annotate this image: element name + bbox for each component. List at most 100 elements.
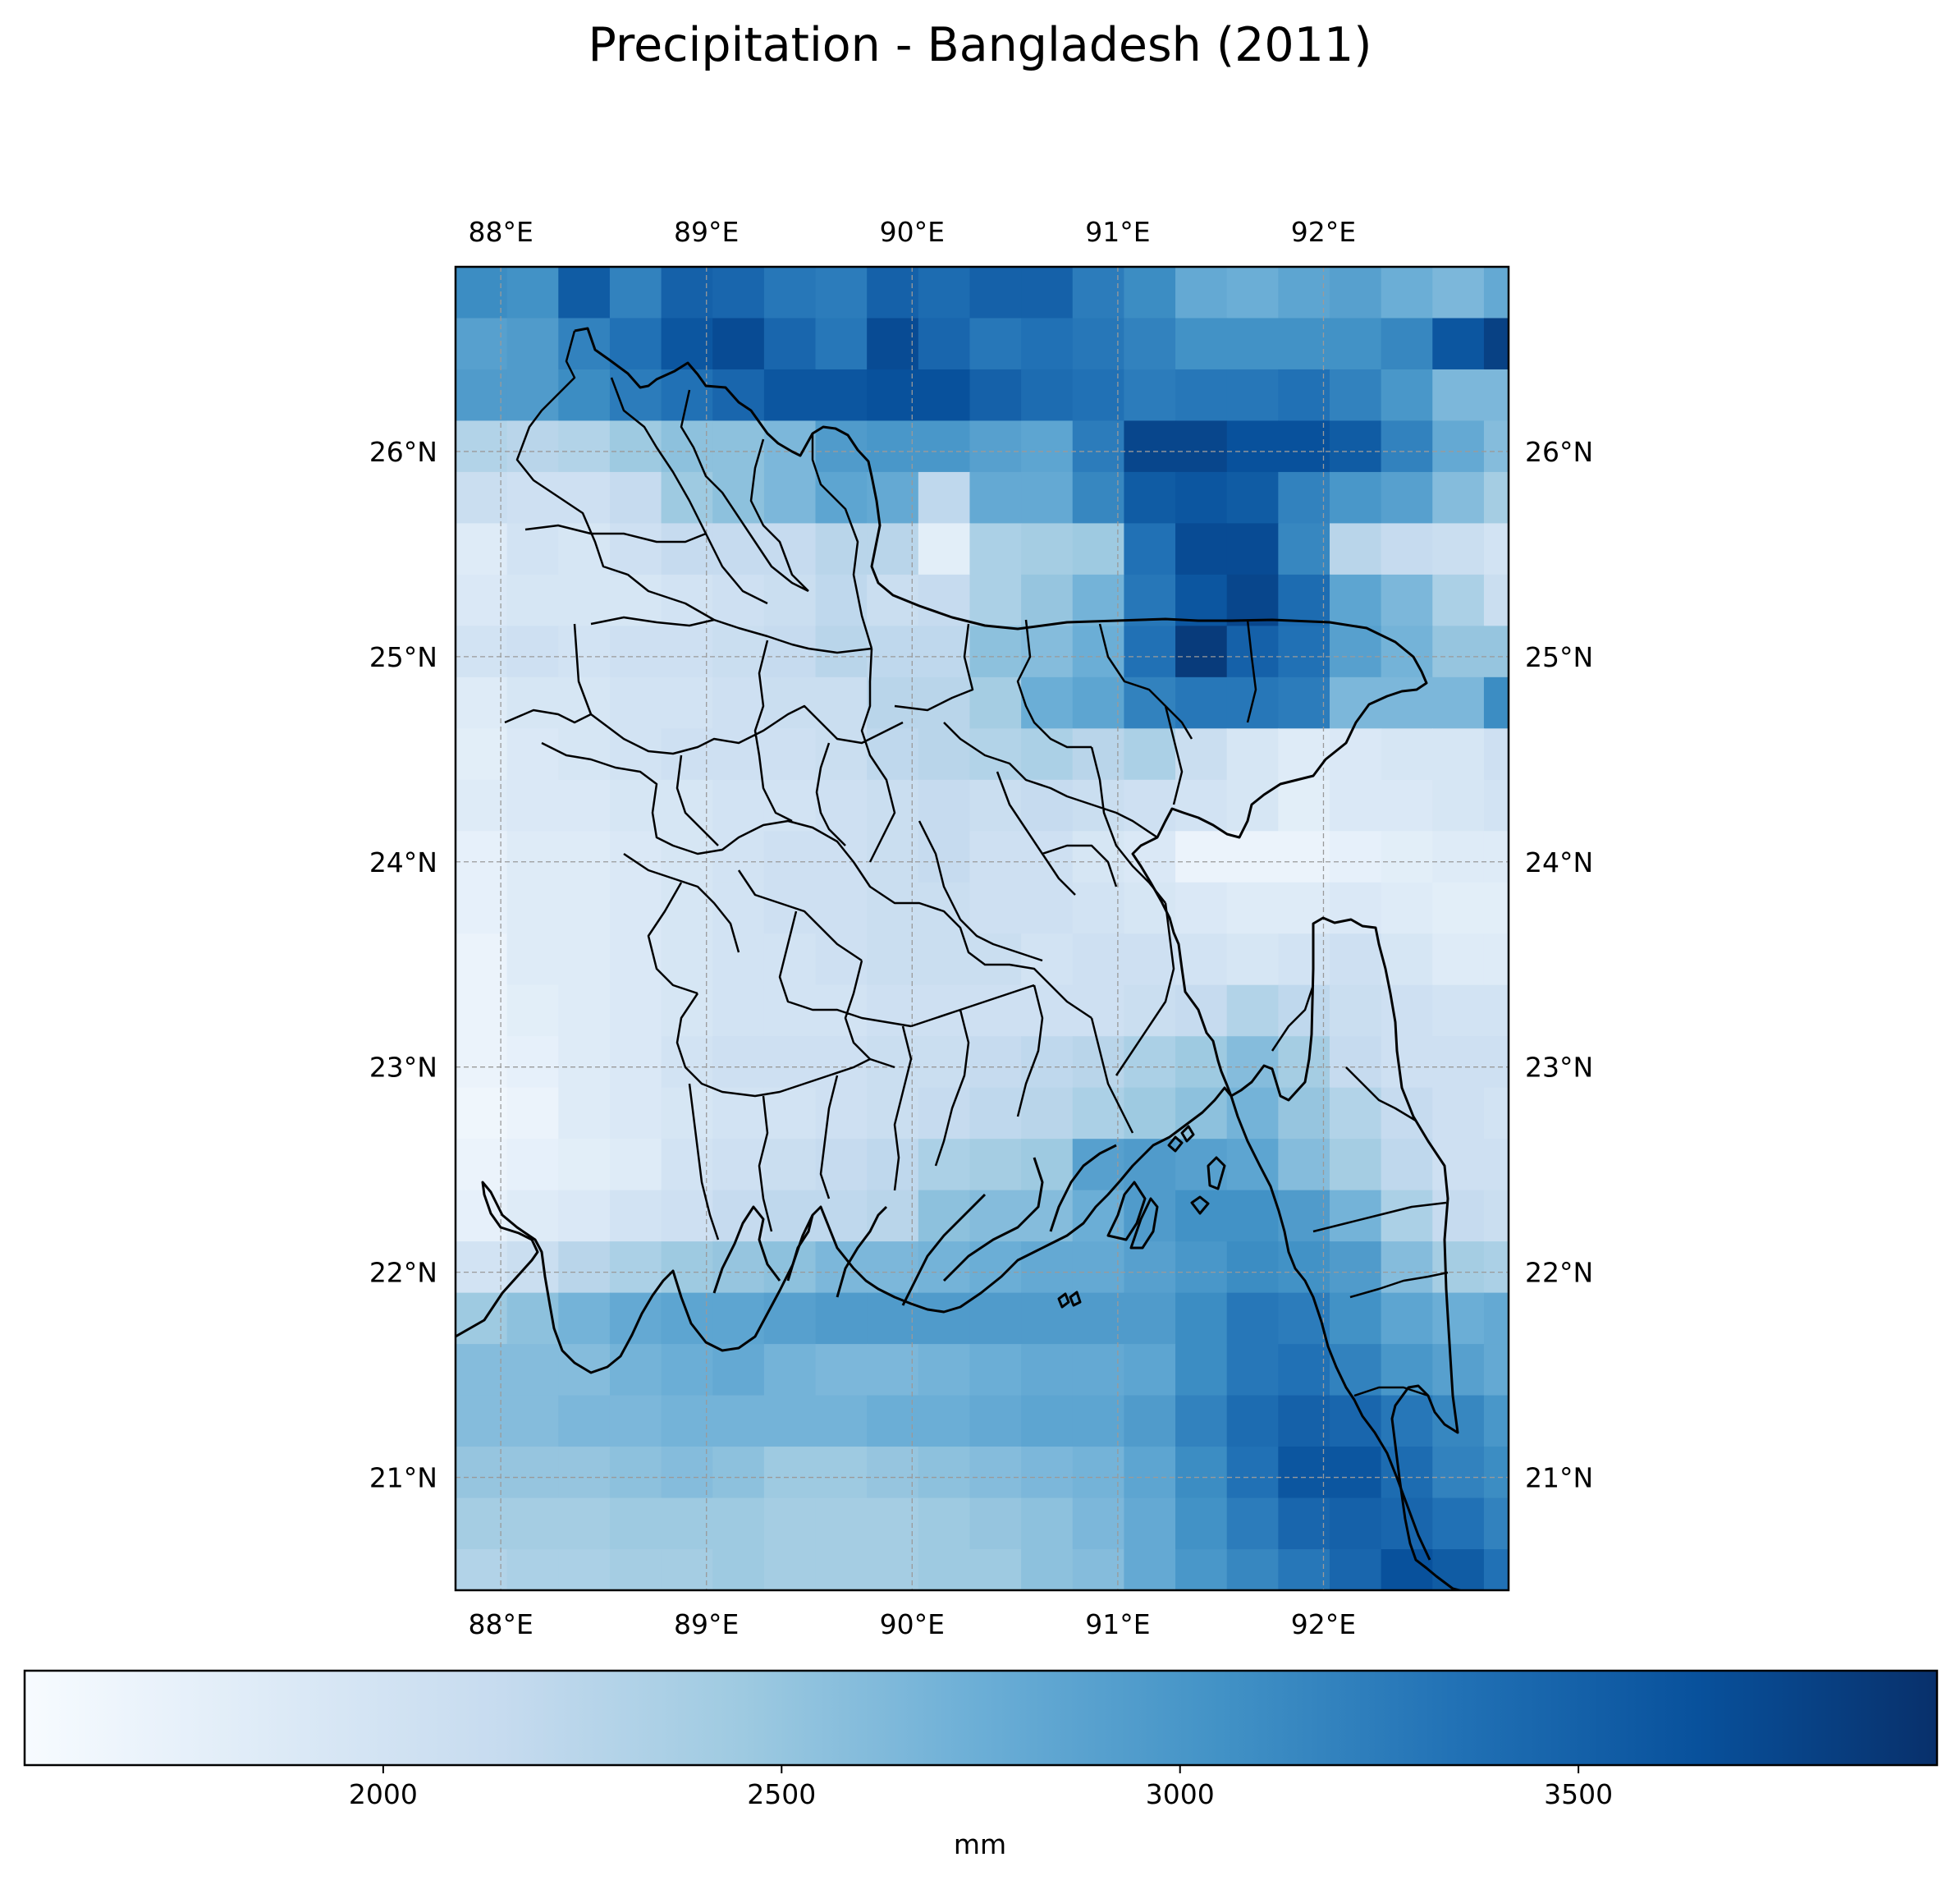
heatmap-cell [1021,574,1074,626]
coastline-east [1119,1086,1431,1561]
heatmap-cell [815,1447,868,1499]
heatmap-cell [609,1447,662,1499]
heatmap-cell [1432,1447,1485,1499]
heatmap-cell [1124,267,1176,319]
heatmap-cell [1432,1292,1485,1345]
heatmap-cell [456,1036,508,1089]
lat-tick-labels-right: 26°N 25°N 24°N 23°N 22°N 21°N [1525,436,1593,1494]
heatmap-cell [1021,267,1074,319]
heatmap-cell [1072,1395,1125,1447]
heatmap-cell [763,676,817,729]
heatmap-cell [661,626,713,678]
heatmap-cell [1381,1036,1433,1089]
lon-tick-labels-bottom: 88°E 89°E 90°E 91°E 92°E [468,1608,1356,1640]
heatmap-cell [558,1190,611,1242]
heatmap-cell [867,1497,919,1550]
heatmap-cell [558,882,611,934]
heatmap-cell [456,369,508,422]
heatmap-cell [1381,369,1433,422]
heatmap-cell [1124,1549,1176,1590]
colorbar-tick-label: 2500 [747,1778,816,1810]
heatmap-cell [609,676,662,729]
heatmap-cell [1381,1139,1433,1191]
heatmap-cell [763,267,817,319]
heatmap-cell [815,831,868,883]
heatmap-cell [969,1036,1022,1089]
heatmap-cell [1072,1344,1125,1396]
heatmap-cell [1226,420,1279,473]
heatmap-cell [867,1241,919,1294]
heatmap-cell [1483,318,1509,370]
heatmap-cell [1432,933,1485,986]
heatmap-cell [661,676,713,729]
heatmap-cell [815,523,868,576]
heatmap-cell [1432,831,1485,883]
heatmap-cell [712,1344,765,1396]
heatmap-cell [1124,626,1176,678]
heatmap-cell [815,1497,868,1550]
heatmap-cell [1483,523,1509,576]
heatmap-cell [1483,1395,1509,1447]
heatmap-cell [867,831,919,883]
heatmap-cell [1483,1292,1509,1345]
heatmap-cell [1483,1241,1509,1294]
heatmap-cell [558,1241,611,1294]
heatmap-cell [918,831,971,883]
heatmap-cell [456,574,508,626]
heatmap-cell [969,984,1022,1037]
heatmap-cell [558,1292,611,1345]
heatmap-cell [609,1549,662,1590]
heatmap-cell [1124,831,1176,883]
heatmap-cell [1021,831,1074,883]
heatmap-cell [1072,1497,1125,1550]
heatmap-cell [815,267,868,319]
heatmap-cell [1175,626,1228,678]
heatmap-cell [1432,318,1485,370]
heatmap-cell [918,1036,971,1089]
heatmap-cell [1124,882,1176,934]
heatmap-cell [1021,984,1074,1037]
heatmap-cell [1124,471,1176,524]
heatmap-cell [1278,1190,1330,1242]
lon-tick-label: 92°E [1291,216,1356,248]
heatmap-cell [1483,1497,1509,1550]
heatmap-cell [815,882,868,934]
heatmap-cell [506,1190,559,1242]
heatmap-cell [1381,574,1433,626]
heatmap-cell [661,1447,713,1499]
lat-tick-label: 24°N [369,846,437,878]
heatmap-cell [918,984,971,1037]
heatmap-cell [815,1087,868,1140]
heatmap-cell [918,267,971,319]
heatmap-cell [763,831,817,883]
heatmap-cell [1124,318,1176,370]
heatmap-cell [1175,1241,1228,1294]
heatmap-cell [506,420,559,473]
heatmap-cell [1226,267,1279,319]
heatmap-cell [661,779,713,832]
heatmap-cell [1329,1497,1382,1550]
heatmap-cell [918,1344,971,1396]
heatmap-cell [918,1549,971,1590]
heatmap-cell [1072,1549,1125,1590]
heatmap-cell [1483,420,1509,473]
heatmap-cell [763,728,817,781]
heatmap-cell [1278,882,1330,934]
gridlines [456,267,1509,1590]
heatmap-cell [969,779,1022,832]
heatmap-cell [1329,728,1382,781]
heatmap-cell [1021,471,1074,524]
heatmap-cell [609,1292,662,1345]
heatmap-cell [1226,831,1279,883]
heatmap-cell [456,1241,508,1294]
heatmap-cell [867,1292,919,1345]
heatmap-cell [1175,318,1228,370]
heatmap-cell [1226,1190,1279,1242]
heatmap-cell [1021,1549,1074,1590]
heatmap-cell [456,626,508,678]
heatmap-cell [969,1497,1022,1550]
heatmap-cell [558,1447,611,1499]
heatmap-cell [1483,779,1509,832]
lat-tick-label: 26°N [1525,436,1593,468]
heatmap-cell [558,676,611,729]
